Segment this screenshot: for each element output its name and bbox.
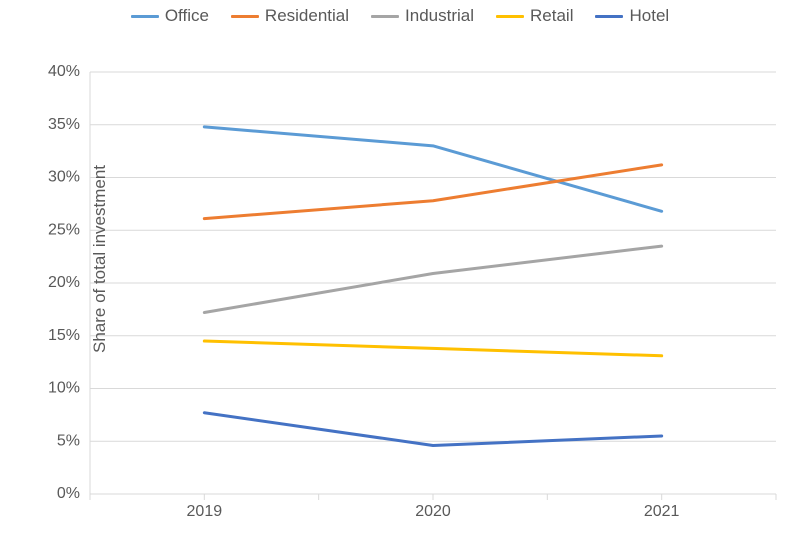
legend-item-industrial: Industrial [371,6,474,26]
y-axis-label: Share of total investment [90,164,110,352]
y-tick-label: 0% [57,485,80,502]
legend-item-retail: Retail [496,6,573,26]
series-line-industrial [204,246,661,312]
legend-swatch [371,15,399,18]
legend-swatch [595,15,623,18]
legend-item-hotel: Hotel [595,6,669,26]
legend-swatch [231,15,259,18]
y-tick-label: 20% [48,274,80,291]
x-tick-label: 2019 [187,503,223,520]
legend-label: Industrial [405,6,474,26]
y-tick-label: 30% [48,169,80,186]
y-tick-label: 25% [48,221,80,238]
legend-item-residential: Residential [231,6,349,26]
y-tick-label: 10% [48,380,80,397]
y-tick-label: 5% [57,432,80,449]
legend-label: Office [165,6,209,26]
chart-svg: 0% 5% 10% 15% 20% 25% 30% 35% 40% 2019 2020 2021 [0,26,800,543]
x-tick-label: 2020 [415,503,451,520]
legend-label: Retail [530,6,573,26]
legend-item-office: Office [131,6,209,26]
legend-label: Residential [265,6,349,26]
series-line-retail [204,341,661,356]
y-tick-label: 15% [48,327,80,344]
x-tick-label: 2021 [644,503,680,520]
y-tick-label: 35% [48,116,80,133]
chart-legend: Office Residential Industrial Retail Hotel [0,0,800,26]
investment-share-chart: Office Residential Industrial Retail Hotel S… [0,0,800,517]
series-line-hotel [204,413,661,446]
legend-swatch [496,15,524,18]
series-line-office [204,127,661,211]
legend-label: Hotel [629,6,669,26]
y-tick-label: 40% [48,63,80,80]
legend-swatch [131,15,159,18]
